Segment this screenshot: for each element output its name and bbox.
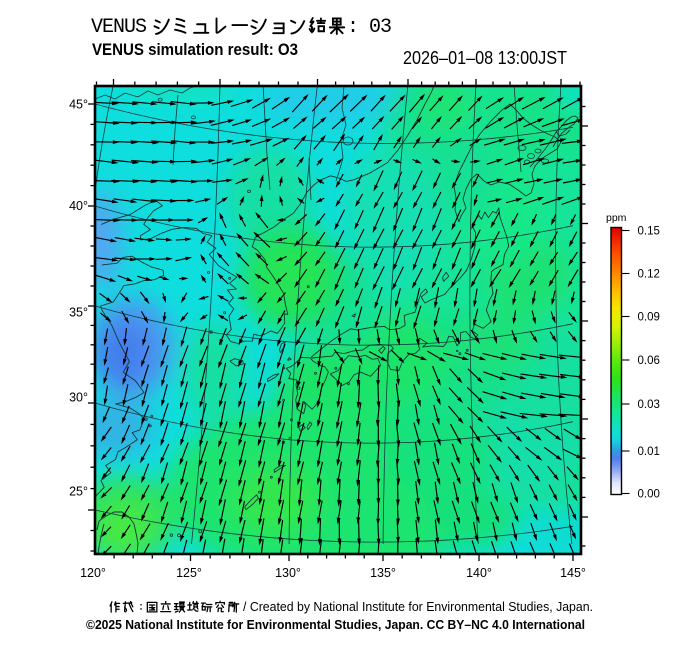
svg-text:0.06: 0.06 (638, 355, 660, 367)
svg-text:145°: 145° (560, 566, 586, 580)
svg-text:0.03: 0.03 (638, 399, 660, 411)
svg-text:125°: 125° (176, 566, 202, 580)
svg-text:0.01: 0.01 (638, 446, 660, 458)
svg-text:135°: 135° (370, 566, 396, 580)
svg-text:2026–01–08 13:00JST: 2026–01–08 13:00JST (403, 47, 567, 68)
svg-text:120°: 120° (80, 566, 106, 580)
svg-text:0.00: 0.00 (638, 489, 660, 501)
svg-text:140°: 140° (466, 566, 492, 580)
svg-text:VENUS: VENUS (91, 16, 147, 39)
svg-text:40°: 40° (69, 199, 88, 213)
svg-text:0.15: 0.15 (638, 226, 660, 238)
svg-text:45°: 45° (69, 98, 88, 112)
svg-text:/ Created by National Institut: / Created by National Institute for Envi… (243, 600, 593, 614)
svg-text:0.09: 0.09 (638, 312, 660, 324)
svg-text:: 03: : 03 (347, 16, 391, 39)
svg-text:ppm: ppm (606, 212, 627, 224)
svg-text:130°: 130° (275, 566, 301, 580)
svg-text:©2025 National Institute for E: ©2025 National Institute for Environment… (86, 617, 585, 632)
svg-text:35°: 35° (69, 306, 88, 320)
svg-text:VENUS simulation result: O3: VENUS simulation result: O3 (92, 41, 298, 59)
svg-text:30°: 30° (69, 391, 88, 405)
svg-text:25°: 25° (69, 485, 88, 499)
svg-text:0.12: 0.12 (638, 269, 660, 281)
